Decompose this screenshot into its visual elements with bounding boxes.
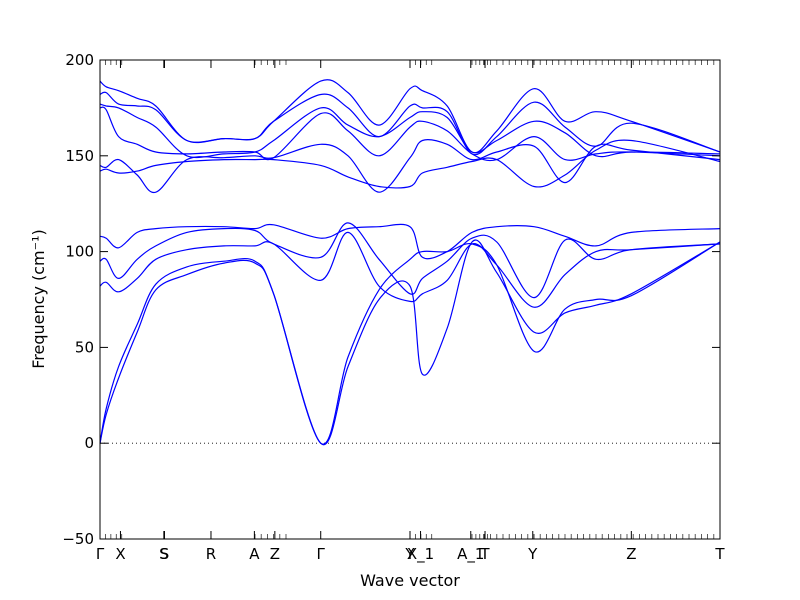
band-line-6	[99, 139, 721, 189]
x-tick-label: Y	[527, 545, 538, 563]
y-tick-label: 0	[84, 434, 94, 452]
plot-frame	[99, 59, 721, 540]
x-tick-label: S	[159, 545, 169, 563]
band-line-8	[99, 106, 721, 162]
x-tick-label: Γ	[317, 545, 326, 563]
x-tick-label: T	[479, 545, 490, 563]
x-tick-label: A	[249, 545, 260, 563]
x-tick-label: A_1	[457, 545, 484, 564]
x-tick-label: S	[160, 545, 170, 563]
y-tick-label: 50	[75, 338, 94, 356]
x-tick-label: X_1	[407, 545, 434, 564]
x-tick-label: Z	[626, 545, 636, 563]
x-tick-label: X	[115, 545, 125, 563]
band-line-11	[99, 79, 721, 154]
y-axis-label: Frequency (cm⁻¹)	[29, 229, 48, 368]
band-line-5	[99, 223, 721, 260]
x-axis-label: Wave vector	[360, 571, 460, 590]
y-tick-label: 100	[65, 243, 94, 261]
band-line-10	[99, 91, 721, 156]
x-tick-label: Z	[270, 545, 280, 563]
band-line-1	[99, 241, 721, 445]
x-tick-label: R	[206, 545, 216, 563]
band-line-3	[99, 231, 721, 308]
band-line-9	[99, 103, 721, 159]
phonon-bands	[99, 79, 721, 446]
x-tick-label: Y	[404, 545, 415, 563]
x-tick-label: T	[714, 545, 725, 563]
y-tick-label: −50	[62, 530, 94, 548]
x-tick-label: Γ	[96, 545, 105, 563]
y-tick-label: 150	[65, 147, 94, 165]
band-line-2	[99, 239, 721, 446]
y-tick-label: 200	[65, 51, 94, 69]
band-line-4	[99, 222, 721, 299]
band-line-7	[99, 139, 721, 194]
